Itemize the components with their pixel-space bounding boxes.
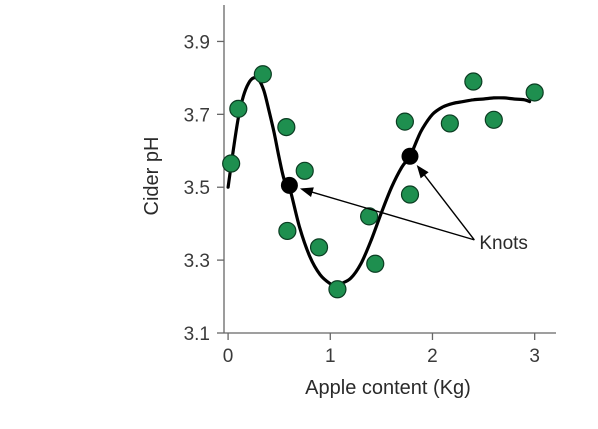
- tick-labels: 0 1 2 3 3.1 3.3 3.5 3.7 3.9: [184, 32, 540, 367]
- y-tick-label: 3.9: [184, 32, 210, 53]
- data-points: [222, 65, 544, 299]
- y-tick-label: 3.7: [184, 105, 210, 126]
- data-point: [309, 238, 329, 257]
- x-tick-label: 0: [223, 346, 234, 367]
- annotation-arrows: [299, 164, 475, 241]
- annotation-arrowhead: [416, 164, 429, 179]
- axes: [223, 5, 556, 334]
- knot-point: [401, 147, 419, 165]
- y-axis-title: Cider pH: [141, 137, 163, 216]
- knot-markers: [280, 147, 419, 194]
- x-axis-title: Apple content (Kg): [305, 377, 471, 399]
- y-tick-label: 3.5: [184, 178, 210, 199]
- data-point: [253, 65, 272, 84]
- data-point: [525, 83, 544, 102]
- data-point: [360, 207, 379, 226]
- y-tick-label: 3.3: [184, 251, 210, 272]
- data-point: [229, 99, 248, 118]
- data-point: [484, 110, 503, 129]
- data-point: [400, 185, 420, 204]
- annotation-arrow-line: [421, 170, 475, 241]
- data-point: [295, 161, 314, 180]
- data-point: [222, 154, 241, 173]
- x-tick-label: 1: [325, 346, 336, 367]
- fit-curve: [226, 76, 532, 288]
- data-point: [440, 114, 459, 133]
- annotation-label: Knots: [479, 233, 528, 254]
- knot-point: [280, 176, 298, 194]
- x-tick-label: 2: [427, 346, 438, 367]
- annotation-arrow-line: [307, 190, 475, 241]
- data-point: [395, 112, 414, 131]
- data-point: [328, 280, 347, 299]
- x-tick-label: 3: [529, 346, 540, 367]
- data-point: [366, 254, 385, 273]
- annotation-arrowhead: [299, 187, 314, 197]
- data-point: [464, 72, 483, 91]
- data-point: [278, 221, 297, 241]
- tick-marks: [217, 40, 536, 340]
- y-tick-label: 3.1: [184, 324, 210, 345]
- data-point: [277, 117, 296, 137]
